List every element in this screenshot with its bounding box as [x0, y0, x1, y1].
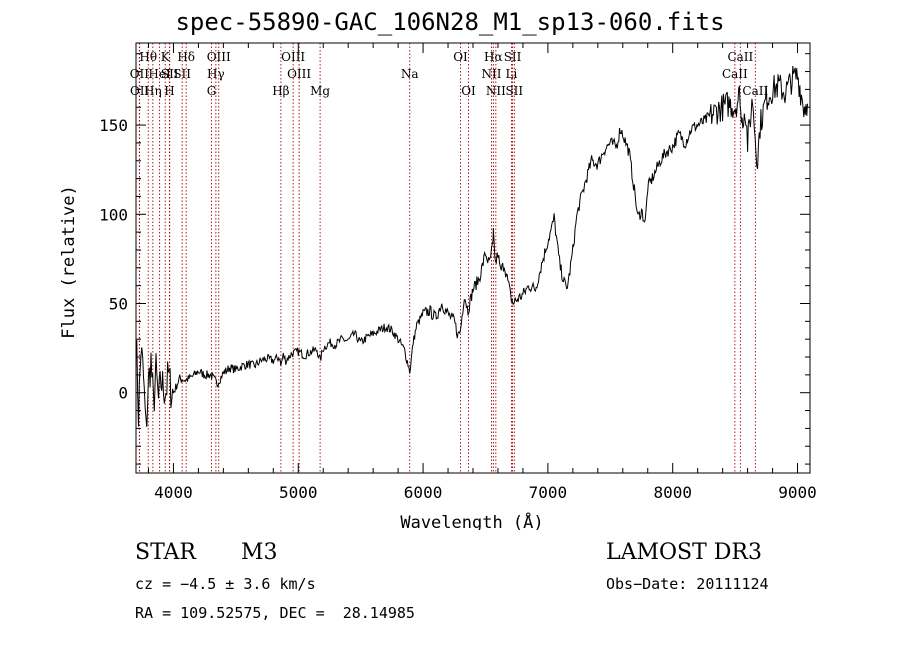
line-label-21: SII	[504, 50, 522, 64]
object-class: STAR	[135, 540, 196, 565]
line-label-13: OIII	[281, 50, 305, 64]
line-label-9: SII	[173, 67, 191, 81]
spectral-line-markers	[138, 43, 756, 473]
line-label-15: Hβ	[272, 84, 289, 98]
coordinates: RA = 109.52575, DEC = 28.14985	[135, 604, 415, 622]
line-label-26: CaII	[727, 50, 753, 64]
line-label-24: NII	[486, 84, 506, 98]
line-label-28: CaII	[742, 84, 768, 98]
line-label-0: Hθ	[139, 50, 157, 64]
line-label-25: SII	[505, 84, 523, 98]
line-label-14: OIII	[287, 67, 311, 81]
chart-title: spec-55890-GAC_106N28_M1_sp13-060.fits	[175, 8, 725, 36]
observation-date: Obs−Date: 20111124	[606, 575, 769, 593]
x-tick-label: 5000	[279, 483, 318, 502]
x-axis-label: Wavelength (Å)	[400, 511, 543, 530]
plot-frame	[135, 42, 811, 474]
y-tick-label: 50	[109, 294, 128, 313]
line-label-20: Hα	[484, 50, 503, 64]
line-label-16: Mg	[310, 84, 330, 98]
spectrum-chart: HθOIIOIIHηHeIKSIIHHδSIIOIIIHγGOIIIOIIIHβ…	[59, 42, 817, 530]
line-label-23: Li	[506, 67, 518, 81]
line-label-19: OI	[461, 84, 476, 98]
spectral-line-labels: HθOIIOIIHηHeIKSIIHHδSIIOIIIHγGOIIIOIIIHβ…	[130, 50, 769, 98]
line-label-1: OII	[130, 67, 150, 81]
object-subclass: M3	[241, 540, 278, 565]
y-axis-label: Flux (relative)	[59, 185, 79, 339]
line-label-12: G	[207, 84, 217, 98]
x-tick-label: 9000	[778, 483, 817, 502]
x-tick-label: 8000	[653, 483, 692, 502]
line-label-8: Hδ	[177, 50, 195, 64]
line-label-18: OI	[453, 50, 468, 64]
line-label-17: Na	[401, 67, 419, 81]
line-label-7: H	[164, 84, 174, 98]
line-label-22: NII	[481, 67, 501, 81]
line-label-11: Hγ	[207, 67, 225, 81]
line-label-2: OII	[130, 84, 150, 98]
line-label-6: SII	[161, 67, 179, 81]
x-tick-label: 7000	[529, 483, 568, 502]
y-tick-label: 0	[118, 384, 128, 403]
flux-series	[135, 65, 808, 428]
line-label-27: CaII	[722, 67, 748, 81]
line-label-3: Hη	[144, 84, 162, 98]
y-tick-label: 150	[99, 116, 128, 135]
x-tick-label: 4000	[154, 483, 193, 502]
line-label-5: K	[161, 50, 171, 64]
x-tick-label: 6000	[404, 483, 443, 502]
survey-name: LAMOST DR3	[606, 540, 762, 565]
y-tick-label: 100	[99, 205, 128, 224]
line-label-10: OIII	[207, 50, 231, 64]
plot-axes: 4000 5000 6000 7000 8000 9000 0 50 100 150	[99, 42, 817, 502]
redshift-velocity: cz = −4.5 ± 3.6 km/s	[135, 575, 316, 593]
flux-line	[135, 65, 808, 428]
line-label-4: HeI	[148, 67, 171, 81]
